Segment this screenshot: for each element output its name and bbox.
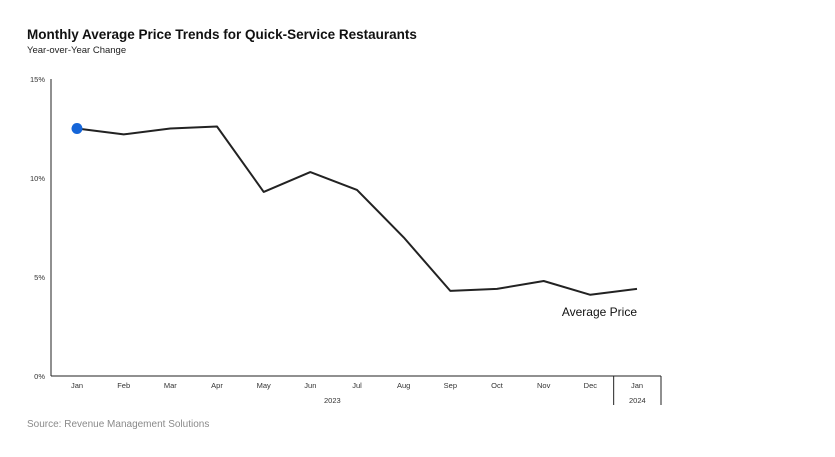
data-point: [309, 171, 312, 174]
x-tick-label: Mar: [164, 381, 177, 390]
x-tick-label: Dec: [584, 381, 598, 390]
data-point: [262, 190, 265, 193]
x-tick-label: Oct: [491, 381, 504, 390]
source-note: Source: Revenue Management Solutions: [27, 419, 210, 430]
x-year-label: 2023: [324, 396, 341, 405]
x-tick-label: Aug: [397, 381, 410, 390]
x-tick-label: Apr: [211, 381, 223, 390]
data-point: [589, 293, 592, 296]
highlight-marker: [71, 123, 83, 134]
x-tick-label: Jan: [631, 381, 643, 390]
data-point: [542, 279, 545, 282]
data-point: [356, 188, 359, 191]
x-tick-label: Jun: [304, 381, 316, 390]
data-point: [169, 127, 172, 130]
y-tick-label: 15%: [30, 75, 45, 84]
data-point: [122, 133, 125, 136]
x-tick-label: Jan: [71, 381, 83, 390]
data-point: [636, 287, 639, 290]
data-point: [402, 236, 405, 239]
x-tick-label: Nov: [537, 381, 551, 390]
x-tick-label: May: [257, 381, 271, 390]
chart-subtitle: Year-over-Year Change: [27, 45, 127, 56]
y-tick-label: 5%: [34, 273, 45, 282]
y-tick-label: 10%: [30, 174, 45, 183]
data-point: [449, 289, 452, 292]
x-tick-label: Feb: [117, 381, 130, 390]
y-tick-label: 0%: [34, 372, 45, 381]
x-tick-label: Jul: [352, 381, 362, 390]
x-year-label: 2024: [629, 396, 646, 405]
x-tick-label: Sep: [444, 381, 457, 390]
series-label: Average Price: [562, 305, 637, 319]
data-point: [496, 287, 499, 290]
data-point: [216, 125, 219, 128]
series-line: [76, 125, 638, 296]
chart-title: Monthly Average Price Trends for Quick-S…: [27, 27, 417, 42]
